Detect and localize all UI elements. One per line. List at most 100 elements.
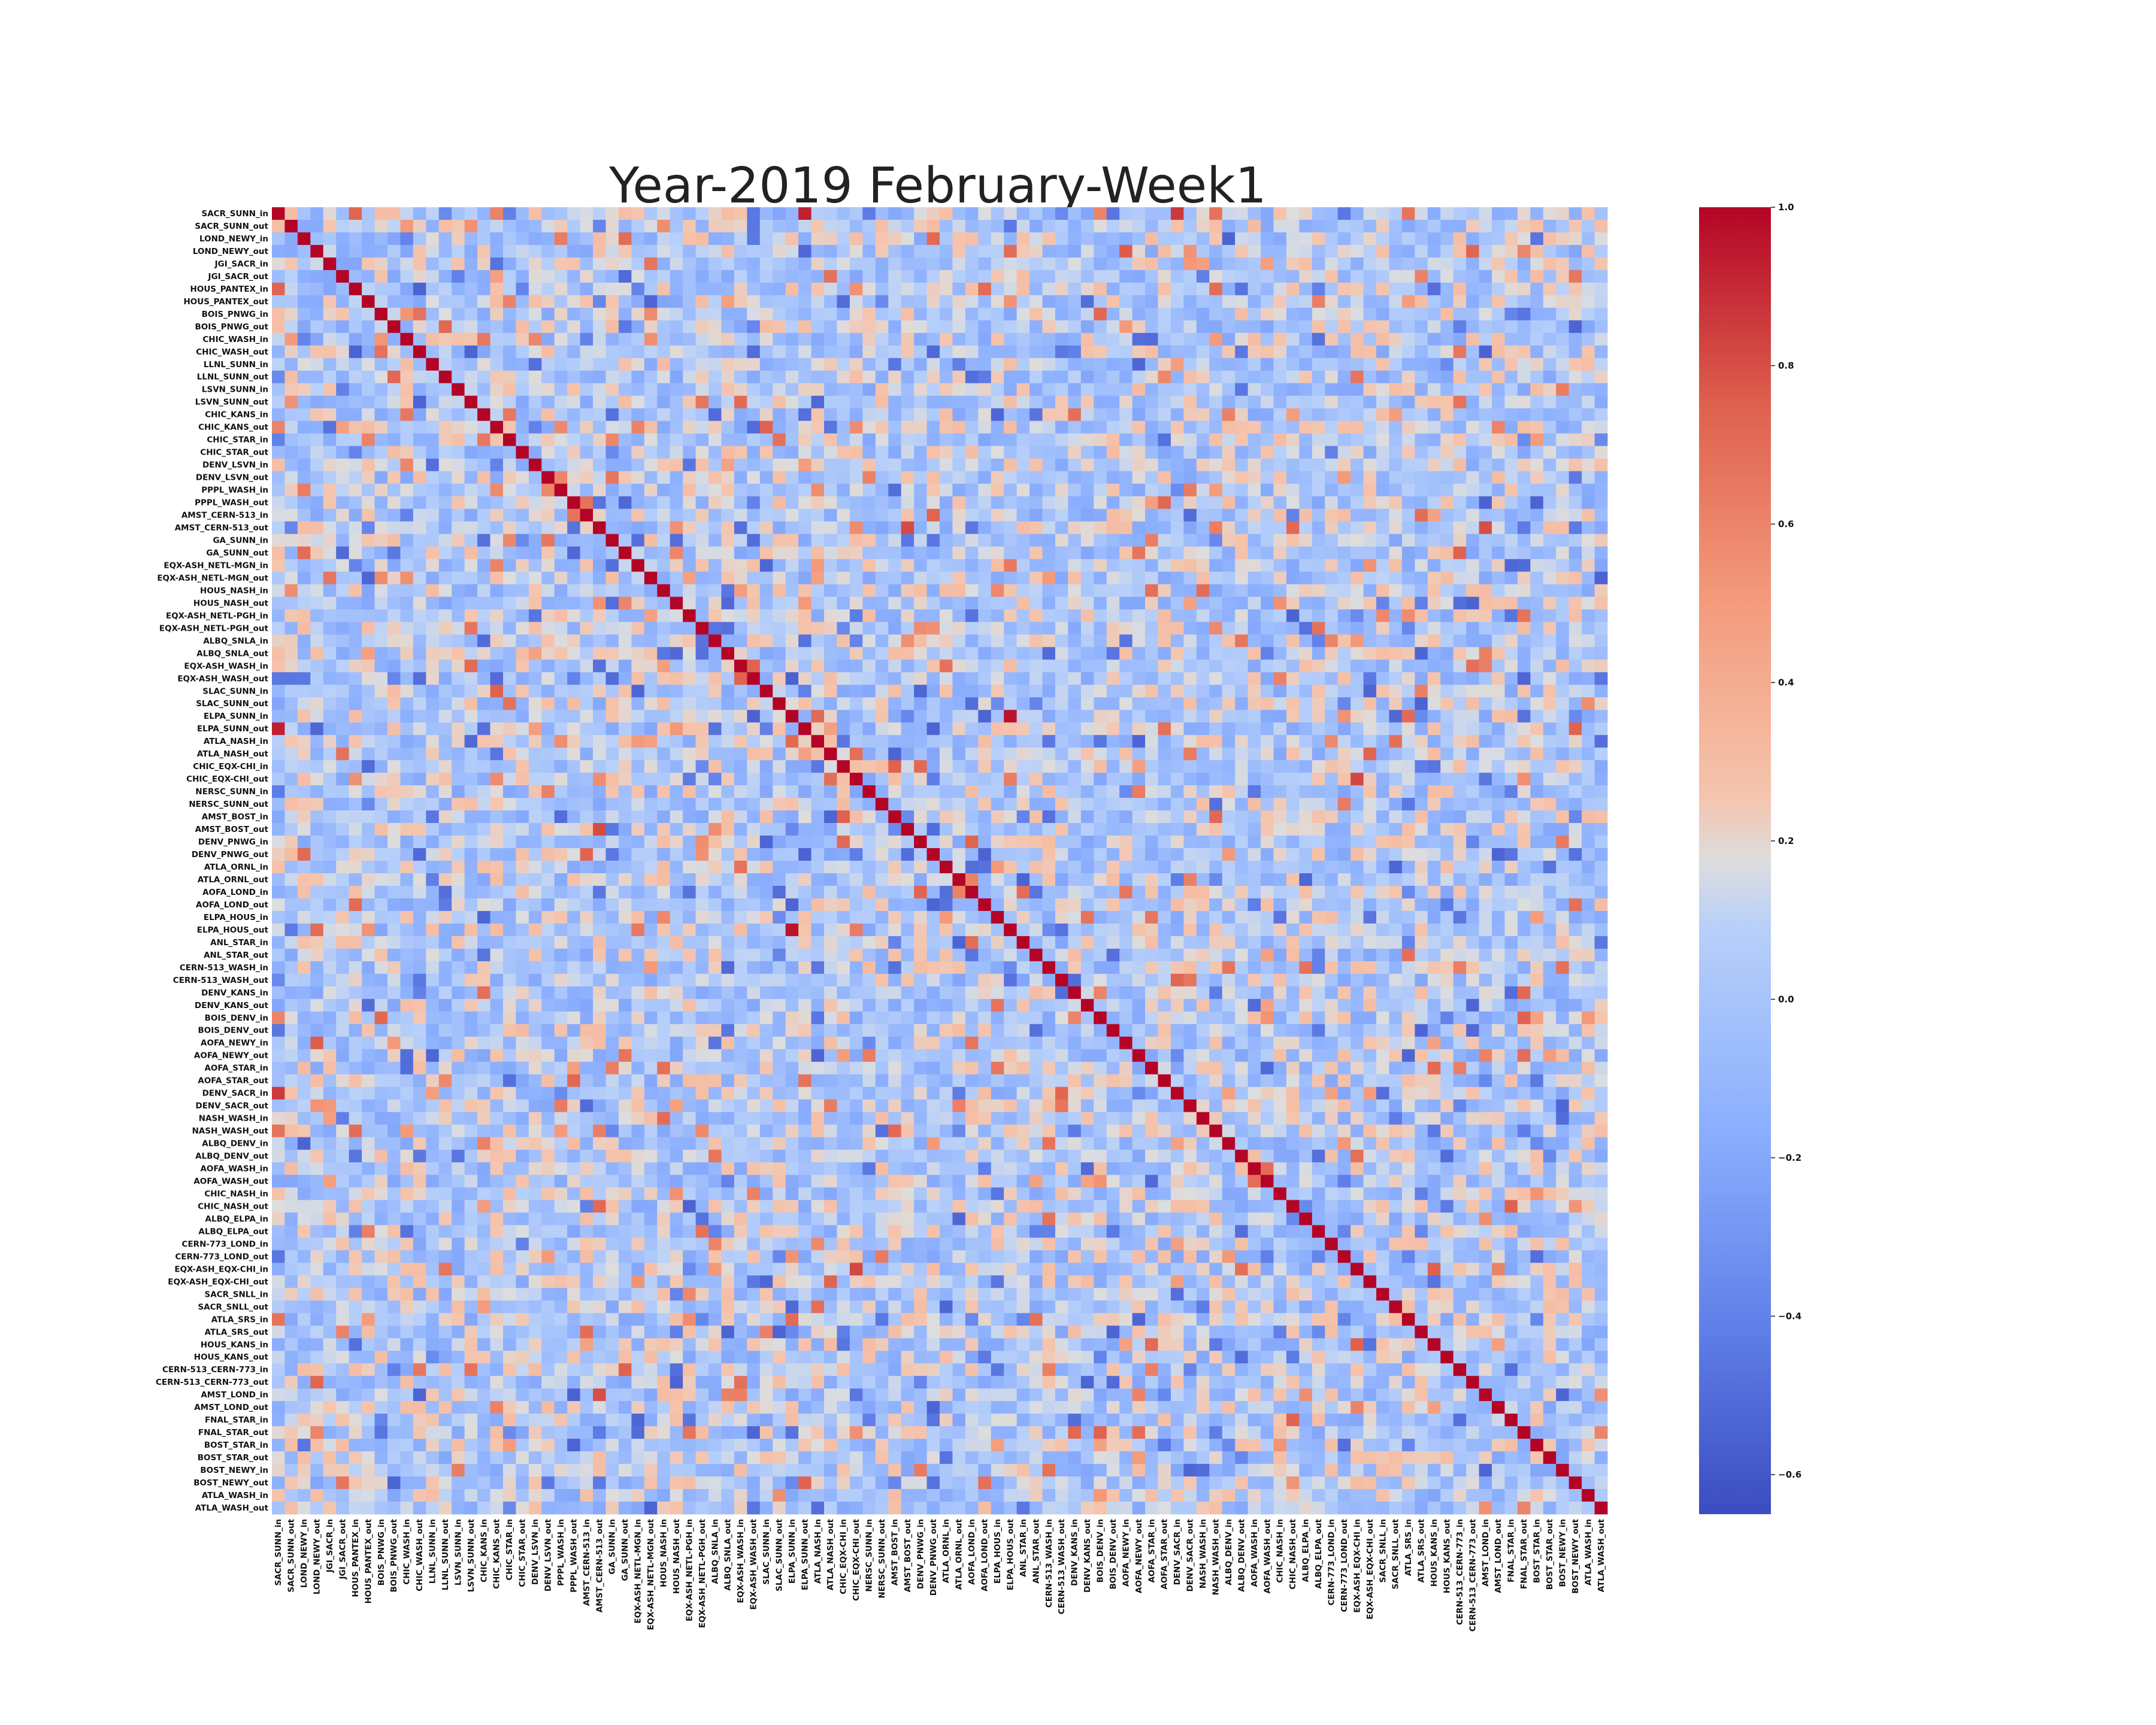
heatmap-cell	[452, 270, 465, 283]
heatmap-cell	[1453, 672, 1467, 685]
heatmap-cell	[1170, 395, 1184, 409]
heatmap-cell	[734, 584, 747, 597]
heatmap-cell	[1530, 458, 1544, 471]
heatmap-cell	[926, 358, 940, 371]
heatmap-cell	[1350, 483, 1364, 497]
heatmap-cell	[438, 332, 452, 346]
heatmap-cell	[747, 219, 761, 233]
heatmap-cell	[695, 395, 709, 409]
heatmap-cell	[708, 559, 722, 572]
heatmap-cell	[605, 471, 619, 484]
heatmap-cell	[1286, 672, 1300, 685]
heatmap-cell	[683, 521, 696, 534]
heatmap-cell	[1337, 446, 1351, 459]
heatmap-cell	[1401, 257, 1415, 271]
heatmap-cell	[708, 320, 722, 334]
heatmap-cell	[1415, 785, 1428, 798]
heatmap-cell	[1029, 270, 1043, 283]
heatmap-cell	[387, 773, 401, 786]
heatmap-cell	[1556, 483, 1570, 497]
heatmap-cell	[528, 634, 542, 647]
heatmap-cell	[1080, 509, 1094, 522]
heatmap-cell	[516, 659, 529, 673]
heatmap-cell	[1530, 634, 1544, 647]
heatmap-cell	[926, 446, 940, 459]
heatmap-cell	[1517, 244, 1531, 258]
heatmap-cell	[849, 383, 863, 397]
heatmap-cell	[580, 358, 593, 371]
heatmap-cell	[528, 672, 542, 685]
heatmap-cell	[1312, 785, 1325, 798]
heatmap-cell	[798, 534, 811, 547]
heatmap-cell	[1158, 798, 1171, 811]
heatmap-cell	[1594, 609, 1608, 622]
heatmap-cell	[1068, 307, 1082, 321]
heatmap-cell	[1158, 433, 1171, 447]
heatmap-cell	[1440, 257, 1454, 271]
heatmap-cell	[438, 358, 452, 371]
heatmap-cell	[1170, 597, 1184, 610]
heatmap-cell	[1247, 383, 1261, 397]
heatmap-cell	[516, 534, 529, 547]
heatmap-cell	[875, 722, 889, 736]
heatmap-cell	[413, 710, 426, 723]
heatmap-cell	[1068, 622, 1082, 635]
heatmap-cell	[1016, 370, 1030, 384]
heatmap-cell	[349, 370, 362, 384]
heatmap-cell	[605, 798, 619, 811]
heatmap-cell	[490, 307, 504, 321]
heatmap-cell	[683, 710, 696, 723]
heatmap-cell	[1337, 358, 1351, 371]
heatmap-cell	[1594, 307, 1608, 321]
heatmap-cell	[721, 710, 735, 723]
heatmap-cell	[477, 483, 490, 497]
heatmap-cell	[297, 798, 311, 811]
heatmap-cell	[644, 722, 658, 736]
heatmap-cell	[1080, 358, 1094, 371]
heatmap-cell	[1492, 471, 1505, 484]
heatmap-cell	[1016, 710, 1030, 723]
heatmap-cell	[1543, 483, 1557, 497]
heatmap-cell	[1286, 559, 1300, 572]
heatmap-cell	[644, 420, 658, 434]
heatmap-cell	[1376, 559, 1389, 572]
heatmap-cell	[631, 270, 645, 283]
heatmap-cell	[965, 685, 979, 698]
heatmap-cell	[464, 571, 478, 585]
heatmap-cell	[1530, 219, 1544, 233]
heatmap-cell	[1068, 320, 1082, 334]
heatmap-cell	[310, 760, 324, 773]
heatmap-cell	[362, 270, 375, 283]
heatmap-cell	[1479, 370, 1492, 384]
heatmap-cell	[978, 320, 992, 334]
heatmap-cell	[1517, 232, 1531, 246]
heatmap-cell	[1440, 685, 1454, 698]
heatmap-cell	[1376, 773, 1389, 786]
heatmap-cell	[323, 659, 337, 673]
heatmap-cell	[773, 282, 786, 296]
heatmap-cell	[1132, 710, 1146, 723]
heatmap-cell	[1094, 559, 1107, 572]
heatmap-cell	[965, 798, 979, 811]
heatmap-cell	[1543, 232, 1557, 246]
heatmap-cell	[1042, 395, 1056, 409]
heatmap-cell	[1004, 295, 1018, 308]
heatmap-cell	[657, 773, 671, 786]
heatmap-cell	[1235, 257, 1249, 271]
heatmap-cell	[940, 295, 953, 308]
heatmap-cell	[1247, 697, 1261, 710]
heatmap-cell	[1183, 257, 1197, 271]
heatmap-cell	[759, 496, 773, 509]
heatmap-cell	[695, 244, 709, 258]
heatmap-cell	[1492, 659, 1505, 673]
heatmap-cell	[464, 420, 478, 434]
heatmap-cell	[1261, 685, 1274, 698]
heatmap-cell	[516, 798, 529, 811]
heatmap-cell	[1363, 546, 1377, 559]
heatmap-cell	[1337, 760, 1351, 773]
heatmap-cell	[490, 672, 504, 685]
heatmap-cell	[837, 446, 850, 459]
heatmap-cell	[734, 395, 747, 409]
heatmap-cell	[1466, 383, 1479, 397]
heatmap-cell	[1299, 647, 1313, 660]
